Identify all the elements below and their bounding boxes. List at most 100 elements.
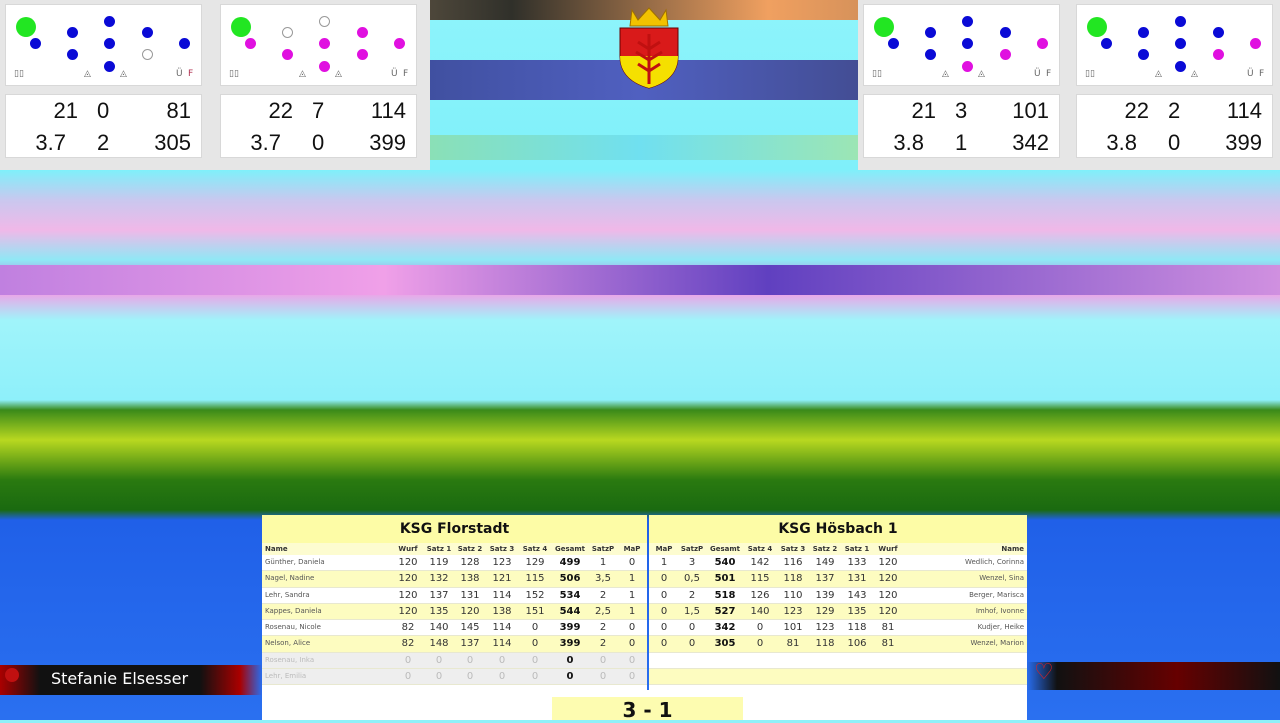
score-cell: 81 (881, 622, 895, 634)
column-header: Satz 2 (812, 545, 838, 553)
pin (1213, 27, 1224, 38)
score-cell: 1,5 (684, 605, 700, 617)
score-cell: 140 (750, 605, 770, 617)
score-cell: 138 (460, 573, 480, 585)
score-cell: 305 (714, 638, 736, 650)
column-header: MaP (655, 545, 673, 553)
player-name: Imhof, Ivonne (975, 606, 1024, 615)
pin (1175, 16, 1186, 27)
pin (357, 27, 368, 38)
score-cell: 0 (660, 605, 668, 617)
score-cell: 135 (429, 605, 449, 617)
set-score: 81 (166, 98, 191, 123)
score-cell: 0 (404, 671, 412, 683)
pin (30, 38, 41, 49)
set-score: 114 (1226, 98, 1262, 123)
ball-indicator (874, 17, 894, 37)
score-cell: 115 (750, 573, 770, 585)
score-cell: 0 (498, 654, 506, 666)
score-cell: 506 (559, 573, 581, 585)
player-name: Wedlich, Corinna (964, 558, 1024, 566)
pin-marker-icon: ◬ (299, 69, 306, 79)
pin (1101, 38, 1112, 49)
foul-indicator: F (1046, 69, 1052, 79)
player-row: Kappes, Daniela 120 135 120 138 151 544 2,5 1 (262, 603, 647, 621)
throw-count: 21 (911, 98, 936, 123)
column-header: Gesamt (554, 545, 586, 553)
guest-team-table: KSG Hösbach 1 MaP SatzP Gesamt Satz 4 Satz 3… (649, 515, 1027, 690)
score-cell: 0 (599, 671, 607, 683)
player-name: Kudjer, Heike (977, 623, 1024, 632)
pin (245, 38, 256, 49)
match-score: 3 - 1 (552, 697, 743, 722)
foul-indicator: F (188, 69, 194, 79)
player-name: Berger, Marisca (969, 590, 1024, 599)
score-cell: 3 (688, 557, 696, 568)
ball-indicator (231, 17, 251, 37)
player-name: Nelson, Alice (265, 639, 311, 648)
score-cell: 116 (783, 557, 803, 568)
score-cell: 2 (688, 589, 696, 601)
score-cell: 399 (559, 638, 581, 650)
score-cell: 518 (714, 589, 736, 601)
pin-marker-icon: ◬ (335, 69, 342, 79)
column-header: Satz 4 (522, 545, 548, 553)
player-row: 0 0,5 501 115 118 137 131 120 Wenzel, Sina (649, 571, 1027, 588)
column-header: Satz 1 (844, 545, 870, 553)
throw-count: 22 (268, 98, 293, 123)
pin (319, 38, 330, 49)
player-row: 0 0 305 0 81 118 106 81 Wenzel, Marion (649, 636, 1027, 653)
column-header: SatzP (680, 545, 704, 553)
pin (142, 27, 153, 38)
column-header: Gesamt (709, 545, 741, 553)
score-cell: 0 (628, 654, 636, 666)
player-name: Lehr, Sandra (265, 590, 310, 599)
player-row (649, 653, 1027, 670)
lane-indicator: ▯▯ (14, 69, 24, 79)
player-row: Günther, Daniela 120 119 128 123 129 499 1 0 (262, 555, 647, 572)
pin (1138, 49, 1149, 60)
score-cell: 0 (531, 671, 539, 683)
column-header: Satz 3 (780, 545, 806, 553)
player-row: Lehr, Sandra 120 137 131 114 152 534 2 1 (262, 588, 647, 604)
pin (1175, 61, 1186, 72)
last-throw-value: 0 (97, 98, 110, 123)
pin (962, 38, 973, 49)
pin-marker-icon: ◬ (942, 69, 949, 79)
score-cell: 149 (815, 557, 835, 568)
score-cell: 120 (398, 589, 418, 601)
score-cell: 120 (878, 573, 898, 585)
score-cell: 0 (435, 671, 443, 683)
ball-indicator (16, 17, 36, 37)
total-score: 399 (1225, 130, 1262, 155)
score-cell: 114 (492, 638, 512, 650)
average: 3.7 (250, 130, 281, 155)
player-row: Rosenau, Inka 0 0 0 0 0 0 0 0 (262, 652, 647, 670)
score-cell: 145 (460, 622, 480, 634)
score-cell: 0 (660, 573, 668, 585)
column-header: Satz 4 (747, 545, 773, 553)
set-score: 101 (1012, 98, 1049, 123)
player-row: 0 0 342 0 101 123 118 81 Kudjer, Heike (649, 620, 1027, 637)
score-cell: 121 (492, 573, 512, 585)
player-name: Wenzel, Sina (979, 574, 1024, 583)
pin-marker-icon: ◬ (1155, 69, 1162, 79)
lane-stats: 21 0 81 3.7 2 305 (5, 94, 202, 158)
score-cell: 0 (628, 671, 636, 683)
score-cell: 120 (398, 557, 418, 568)
score-cell: 0 (531, 654, 539, 666)
score-cell: 106 (847, 638, 867, 650)
pin (282, 27, 293, 38)
pin (104, 38, 115, 49)
throw-count: 22 (1124, 98, 1149, 123)
pin (357, 49, 368, 60)
score-cell: 0 (566, 654, 574, 666)
pin-marker-icon: ◬ (120, 69, 127, 79)
error-count: 2 (97, 130, 110, 155)
score-cell: 126 (750, 589, 770, 601)
score-cell: 138 (492, 605, 512, 617)
pin (67, 49, 78, 60)
pin (1175, 38, 1186, 49)
pin (1250, 38, 1261, 49)
score-cell: 123 (815, 622, 835, 634)
